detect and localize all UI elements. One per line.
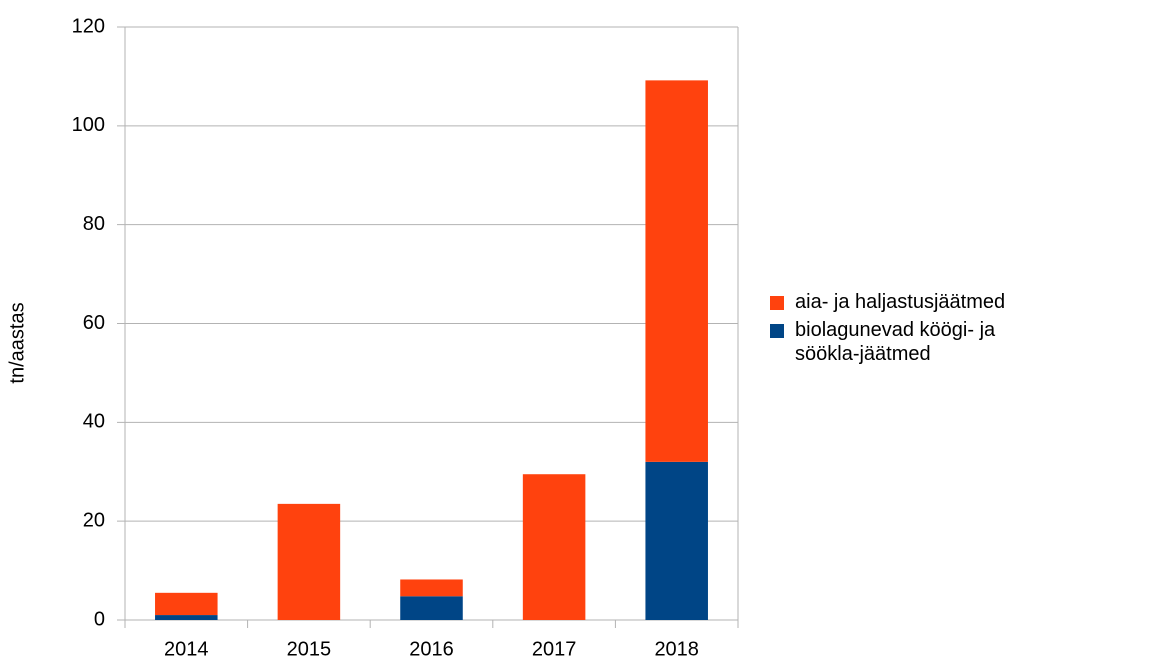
y-tick-label: 80 — [83, 213, 105, 235]
y-tick-label: 0 — [94, 608, 105, 630]
y-axis-label: tn/aastas — [6, 302, 28, 383]
x-tick-label: 2017 — [532, 638, 577, 660]
y-tick-label: 60 — [83, 312, 105, 334]
bar-segment — [155, 615, 218, 620]
legend-swatch — [770, 296, 784, 310]
bar-segment — [645, 80, 708, 462]
y-tick-label: 20 — [83, 509, 105, 531]
y-tick-label: 120 — [72, 15, 105, 37]
legend: aia- ja haljastusjäätmed biolagunevad köö… — [770, 290, 1060, 370]
bar-segment — [522, 474, 586, 620]
bar-segment — [277, 503, 341, 620]
y-tick-label: 100 — [72, 114, 105, 136]
bar-segment — [155, 592, 218, 616]
x-tick-label: 2014 — [164, 638, 209, 660]
x-tick-label: 2016 — [409, 638, 454, 660]
legend-item: aia- ja haljastusjäätmed — [770, 290, 1060, 314]
legend-swatch — [770, 324, 784, 338]
bar-segment — [645, 461, 708, 620]
bar-segment — [400, 579, 463, 597]
y-tick-label: 40 — [83, 411, 105, 433]
legend-label: aia- ja haljastusjäätmed — [795, 291, 1006, 313]
x-tick-label: 2018 — [654, 638, 699, 660]
x-tick-label: 2015 — [287, 638, 332, 660]
bar-segment — [400, 596, 463, 620]
legend-item: biolagunevad köögi- ja söökla-jäätmed — [770, 318, 1060, 366]
legend-label: biolagunevad köögi- ja söökla-jäätmed — [795, 319, 996, 365]
